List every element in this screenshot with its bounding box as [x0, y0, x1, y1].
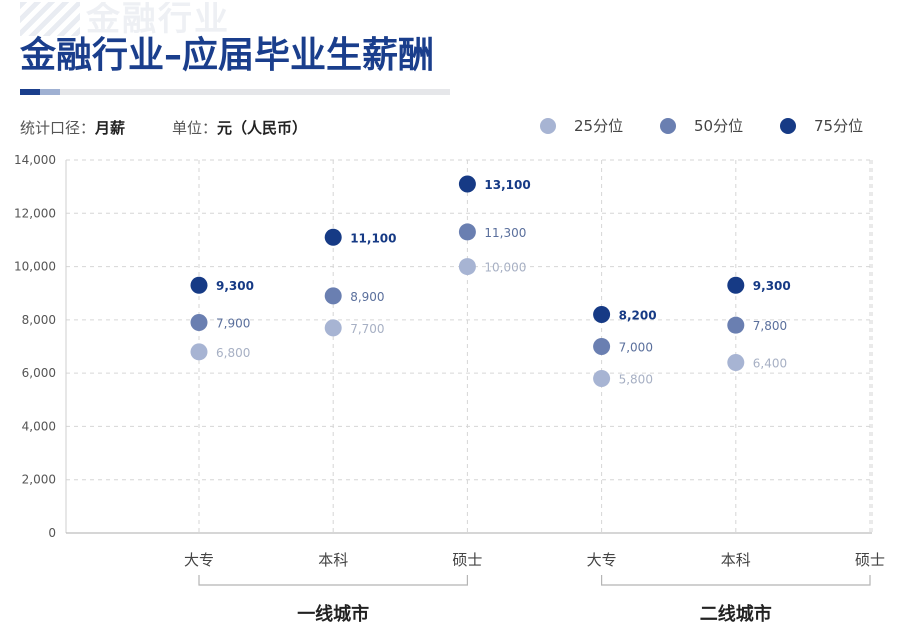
scope-value: 月薪: [95, 119, 126, 137]
scope-label: 统计口径：: [20, 119, 96, 137]
chart-legend: 25分位 50分位 75分位: [540, 115, 900, 136]
legend-label-p50: 50分位: [694, 117, 744, 135]
data-point-p50: [593, 338, 611, 355]
watermark-stripes: [20, 2, 80, 36]
x-tick-label: 本科: [721, 551, 751, 569]
data-point-p25: [458, 258, 476, 276]
data-label: 11,300: [484, 226, 526, 240]
scope-info: 统计口径：月薪: [20, 117, 125, 138]
x-tick-label: 硕士: [855, 551, 885, 569]
legend-item-p75: 75分位: [780, 115, 900, 136]
legend-dot-p50: [660, 117, 676, 134]
watermark-text: 金融行业: [86, 2, 230, 36]
data-point-p25: [190, 343, 208, 361]
data-label: 7,700: [350, 322, 384, 336]
y-tick-label: 4,000: [22, 419, 56, 433]
data-point-p50: [324, 287, 342, 305]
legend-item-p50: 50分位: [660, 115, 780, 136]
title-underline-accent-mid: [40, 89, 60, 95]
x-tick-label: 大专: [184, 551, 214, 569]
y-tick-label: 0: [48, 526, 56, 540]
group-label: 一线城市: [297, 603, 369, 625]
x-tick-label: 大专: [587, 551, 617, 569]
title-underline-accent-dark: [20, 89, 40, 95]
legend-dot-p25: [540, 117, 556, 134]
data-point-p50: [727, 316, 745, 334]
data-label: 8,200: [619, 309, 657, 323]
unit-label: 单位：: [172, 119, 218, 137]
page-title: 金融行业–应届毕业生薪酬: [20, 35, 435, 76]
watermark: 金融行业: [20, 2, 290, 36]
data-label: 13,100: [484, 178, 530, 192]
data-label: 10,000: [484, 261, 526, 275]
data-point-p75: [324, 228, 342, 246]
data-label: 8,900: [350, 290, 384, 304]
data-label: 11,100: [350, 231, 396, 245]
data-point-p75: [458, 175, 476, 193]
data-label: 9,300: [216, 279, 254, 293]
title-underline: [20, 89, 450, 95]
data-point-p25: [593, 369, 611, 387]
x-tick-label: 本科: [318, 551, 348, 569]
data-label: 7,000: [619, 341, 653, 355]
data-point-p75: [593, 306, 611, 324]
data-point-p50: [458, 223, 476, 241]
legend-dot-p75: [780, 117, 796, 134]
y-tick-label: 2,000: [22, 473, 56, 487]
data-point-p75: [727, 276, 745, 294]
data-point-p25: [727, 353, 745, 371]
y-tick-label: 12,000: [14, 206, 56, 220]
data-label: 6,400: [753, 356, 787, 370]
data-point-p25: [324, 319, 342, 337]
data-label: 5,800: [619, 372, 653, 386]
y-tick-label: 8,000: [22, 313, 56, 327]
data-label: 9,300: [753, 279, 791, 293]
legend-item-p25: 25分位: [540, 115, 660, 136]
group-bracket: [198, 575, 468, 586]
unit-value: 元（人民币）: [217, 119, 308, 137]
data-label: 7,800: [753, 319, 787, 333]
legend-label-p75: 75分位: [814, 117, 864, 135]
data-point-p50: [190, 314, 208, 332]
group-bracket: [601, 575, 871, 586]
y-tick-label: 6,000: [22, 366, 56, 380]
data-label: 6,800: [216, 346, 250, 360]
group-label: 二线城市: [700, 603, 772, 625]
unit-info: 单位：元（人民币）: [172, 117, 307, 138]
y-tick-label: 14,000: [14, 153, 56, 167]
data-point-p75: [190, 276, 208, 294]
x-tick-label: 硕士: [452, 551, 482, 569]
legend-label-p25: 25分位: [574, 117, 624, 135]
data-label: 7,900: [216, 317, 250, 331]
y-tick-label: 10,000: [14, 260, 56, 274]
